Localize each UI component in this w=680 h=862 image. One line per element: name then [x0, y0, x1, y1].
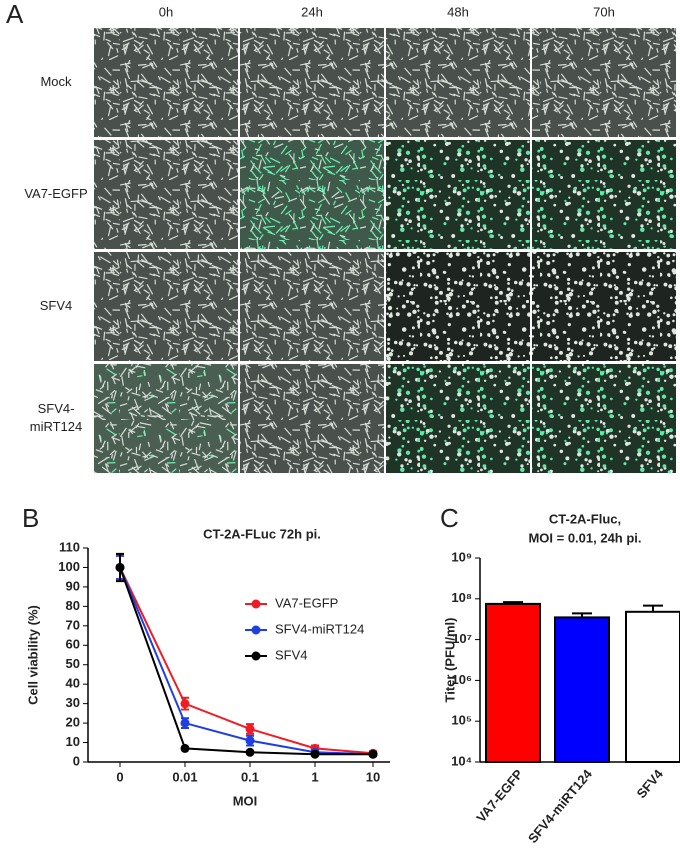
data-point — [310, 749, 320, 759]
legend-label: VA7-EGFP — [275, 595, 338, 610]
y-tick-label: 10⁸ — [451, 590, 472, 605]
panel-label: B — [22, 503, 39, 533]
legend-label: SFV4 — [275, 647, 308, 662]
data-point — [245, 736, 255, 746]
data-point — [245, 724, 255, 734]
y-tick-label: 40 — [66, 676, 80, 691]
data-point — [368, 749, 378, 759]
y-tick-label: 30 — [66, 695, 80, 710]
row-label: Mock — [40, 74, 72, 89]
micrograph — [532, 252, 676, 361]
y-tick-label: 50 — [66, 656, 80, 671]
micrograph — [386, 252, 530, 361]
legend-marker — [251, 599, 261, 609]
micrograph — [94, 28, 238, 137]
chart-title: CT-2A-Fluc, — [549, 511, 621, 526]
y-tick-label: 10⁹ — [451, 549, 472, 564]
micrograph — [386, 364, 530, 473]
chart-title: MOI = 0.01, 24h pi. — [528, 530, 641, 545]
legend-marker — [251, 625, 261, 635]
y-tick-label: 110 — [59, 539, 80, 554]
data-point — [180, 699, 190, 709]
x-tick-label: 0 — [116, 769, 123, 784]
column-label: 0h — [159, 4, 173, 19]
bar — [554, 616, 610, 764]
y-tick-label: 90 — [66, 578, 80, 593]
x-tick-label: VA7-EGFP — [473, 766, 526, 825]
y-tick-label: 10⁷ — [452, 631, 472, 646]
x-tick-label: 1 — [311, 769, 318, 784]
y-tick-label: 80 — [66, 598, 80, 613]
x-tick-label: 0.1 — [241, 769, 259, 784]
micrograph — [386, 140, 530, 249]
micrograph — [94, 364, 238, 473]
micrograph — [240, 140, 384, 249]
y-tick-label: 10 — [66, 734, 80, 749]
data-point — [115, 562, 125, 572]
row-label: miRT124 — [30, 419, 83, 434]
micrograph — [532, 364, 676, 473]
row-label: SFV4 — [40, 298, 73, 313]
x-tick-label: SFV4-miRT124 — [525, 766, 595, 846]
panel-label: A — [6, 0, 24, 29]
micrograph — [94, 140, 238, 249]
x-tick-label: 0.01 — [172, 769, 197, 784]
y-tick-label: 10⁴ — [451, 753, 472, 768]
data-point — [245, 747, 255, 757]
y-tick-label: 10⁶ — [452, 672, 472, 687]
y-tick-label: 70 — [66, 617, 80, 632]
bar — [625, 610, 680, 763]
data-point — [180, 718, 190, 728]
x-tick-label: 10 — [366, 769, 380, 784]
micrograph — [240, 364, 384, 473]
column-label: 48h — [447, 4, 469, 19]
y-tick-label: 60 — [66, 637, 80, 652]
chart-title: CT-2A-FLuc 72h pi. — [203, 526, 321, 541]
row-label: SFV4- — [38, 401, 75, 416]
y-axis-label: Titer (PFU/ml) — [442, 618, 457, 703]
legend-marker — [251, 651, 261, 661]
bar — [485, 602, 541, 764]
micrograph — [532, 28, 676, 137]
column-label: 70h — [593, 4, 615, 19]
y-axis-label: Cell viability (%) — [25, 605, 40, 705]
micrograph — [386, 28, 530, 137]
micrograph — [240, 28, 384, 137]
micrograph — [94, 252, 238, 361]
y-tick-label: 0 — [73, 753, 80, 768]
x-tick-label: SFV4 — [634, 766, 667, 801]
x-axis-label: MOI — [233, 793, 258, 808]
y-tick-label: 100 — [58, 559, 80, 574]
column-label: 24h — [301, 4, 323, 19]
error-bar — [643, 604, 663, 612]
row-label: VA7-EGFP — [24, 186, 87, 201]
micrograph — [532, 140, 676, 249]
data-point — [180, 743, 190, 753]
legend-label: SFV4-miRT124 — [275, 621, 364, 636]
y-tick-label: 20 — [66, 715, 80, 730]
y-tick-label: 10⁵ — [451, 713, 472, 728]
micrograph — [240, 252, 384, 361]
panel-label: C — [440, 503, 459, 533]
